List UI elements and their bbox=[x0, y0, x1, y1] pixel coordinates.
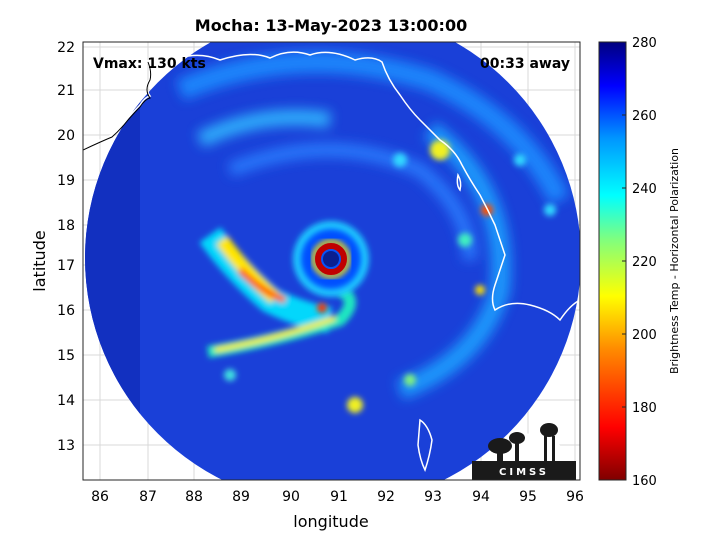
colorbar-tick: 240 bbox=[632, 182, 657, 197]
x-tick-label: 93 bbox=[424, 489, 442, 505]
coastline-shadow bbox=[83, 61, 152, 151]
x-tick-label: 89 bbox=[232, 489, 250, 505]
x-tick-label: 87 bbox=[139, 489, 157, 505]
x-tick-label: 94 bbox=[472, 489, 490, 505]
x-tick-label: 90 bbox=[282, 489, 300, 505]
y-tick-labels: 13 14 15 16 17 18 19 20 21 22 bbox=[57, 40, 75, 454]
y-tick-label: 21 bbox=[57, 83, 75, 99]
cimss-logo: CIMSS bbox=[472, 423, 576, 480]
axes-frame bbox=[82, 41, 581, 481]
colorbar-tick: 260 bbox=[632, 109, 657, 124]
x-tick-label: 91 bbox=[330, 489, 348, 505]
colorbar-label: Brightness Temp - Horizontal Polarizatio… bbox=[668, 148, 681, 374]
x-tick-label: 86 bbox=[91, 489, 109, 505]
x-axis-label: longitude bbox=[293, 512, 368, 531]
logo-text: CIMSS bbox=[499, 467, 549, 478]
y-tick-label: 17 bbox=[57, 258, 75, 274]
y-axis-label: latitude bbox=[30, 230, 49, 291]
y-tick-label: 19 bbox=[57, 173, 75, 189]
y-tick-label: 16 bbox=[57, 303, 75, 319]
colorbar-tick: 160 bbox=[632, 474, 657, 489]
y-tick-label: 14 bbox=[57, 393, 75, 409]
x-tick-label: 96 bbox=[566, 489, 584, 505]
vmax-label: Vmax: 130 kts bbox=[93, 56, 206, 72]
colorbar-tick: 280 bbox=[632, 36, 657, 51]
colorbar-tick: 200 bbox=[632, 328, 657, 343]
y-tick-label: 18 bbox=[57, 218, 75, 234]
colorbar: 160 180 200 220 240 260 280 Brightness T… bbox=[598, 36, 681, 489]
y-tick-label: 15 bbox=[57, 348, 75, 364]
x-tick-labels: 86 87 88 89 90 91 92 93 94 95 96 bbox=[91, 489, 584, 505]
colorbar-tick: 180 bbox=[632, 401, 657, 416]
x-tick-label: 92 bbox=[377, 489, 395, 505]
x-tick-label: 95 bbox=[519, 489, 537, 505]
y-tick-label: 20 bbox=[57, 128, 75, 144]
y-tick-label: 13 bbox=[57, 438, 75, 454]
colorbar-gradient bbox=[598, 41, 627, 481]
x-tick-label: 88 bbox=[185, 489, 203, 505]
colorbar-tick: 220 bbox=[632, 255, 657, 270]
y-tick-label: 22 bbox=[57, 40, 75, 56]
time-away-label: 00:33 away bbox=[480, 56, 570, 72]
chart-title: Mocha: 13-May-2023 13:00:00 bbox=[195, 16, 467, 35]
